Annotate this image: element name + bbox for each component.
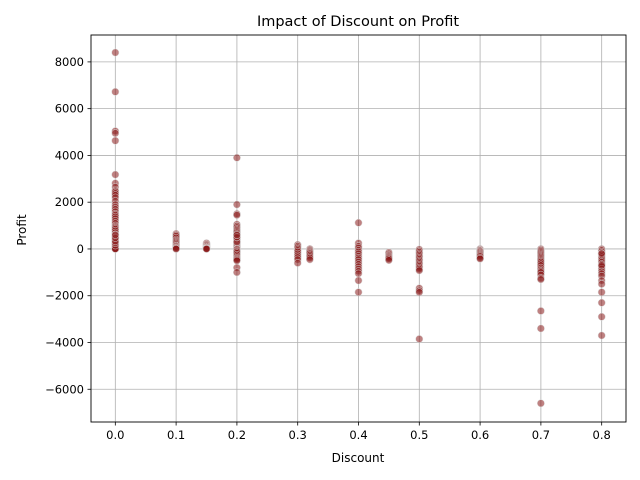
data-point — [233, 211, 241, 219]
data-point — [233, 256, 241, 265]
y-tick-label: 8000 — [55, 55, 84, 69]
data-point — [233, 231, 241, 239]
x-tick-label: 0.1 — [167, 428, 185, 442]
data-point — [415, 266, 424, 275]
data-point — [111, 170, 120, 179]
data-point — [354, 276, 363, 285]
data-point — [111, 87, 120, 96]
data-point — [597, 249, 606, 258]
data-point — [306, 255, 314, 264]
grid-lines — [91, 35, 626, 422]
x-tick-label: 0.2 — [228, 428, 246, 442]
x-tick-label: 0.3 — [289, 428, 307, 442]
data-point — [537, 275, 545, 284]
data-point — [597, 312, 606, 321]
x-tick-label: 0.6 — [471, 428, 489, 442]
data-point — [537, 324, 545, 333]
data-point — [172, 245, 180, 253]
data-point — [233, 200, 241, 209]
data-point — [354, 288, 363, 297]
x-tick-label: 0.8 — [593, 428, 611, 442]
data-point — [597, 280, 606, 288]
data-point — [354, 218, 363, 227]
x-tick-label: 0.7 — [532, 428, 550, 442]
chart-title: Impact of Discount on Profit — [257, 14, 459, 30]
data-points — [111, 48, 606, 408]
y-tick-label: −4000 — [45, 335, 84, 349]
y-tick-label: 4000 — [55, 148, 84, 162]
data-point — [293, 259, 302, 267]
y-axis-ticks: −6000 −4000 −2000 0 2000 4000 6000 8000 — [45, 55, 91, 396]
data-point — [597, 261, 606, 270]
data-point — [537, 307, 545, 315]
data-point — [597, 288, 606, 297]
y-tick-label: 0 — [77, 242, 84, 256]
data-point — [111, 136, 120, 145]
y-axis-label: Profit — [15, 214, 29, 246]
y-tick-label: −2000 — [45, 289, 84, 303]
data-point — [597, 298, 606, 307]
data-point — [111, 129, 120, 138]
data-point — [415, 288, 424, 297]
y-tick-label: −6000 — [45, 382, 84, 396]
data-point — [111, 231, 120, 239]
y-tick-label: 2000 — [55, 195, 84, 209]
x-axis-ticks: 0.0 0.1 0.2 0.3 0.4 0.5 0.6 0.7 0.8 — [106, 422, 611, 442]
data-point — [476, 254, 484, 263]
x-tick-label: 0.5 — [410, 428, 428, 442]
data-point — [233, 153, 241, 162]
data-point — [537, 399, 545, 408]
data-point — [111, 48, 120, 57]
data-point — [202, 245, 211, 253]
data-point — [415, 335, 424, 343]
x-tick-label: 0.4 — [349, 428, 367, 442]
data-point — [233, 268, 241, 277]
data-point — [597, 331, 606, 340]
data-point — [385, 256, 393, 265]
y-tick-label: 6000 — [55, 102, 84, 116]
x-axis-label: Discount — [332, 451, 385, 465]
x-tick-label: 0.0 — [106, 428, 124, 442]
data-point — [354, 269, 363, 278]
